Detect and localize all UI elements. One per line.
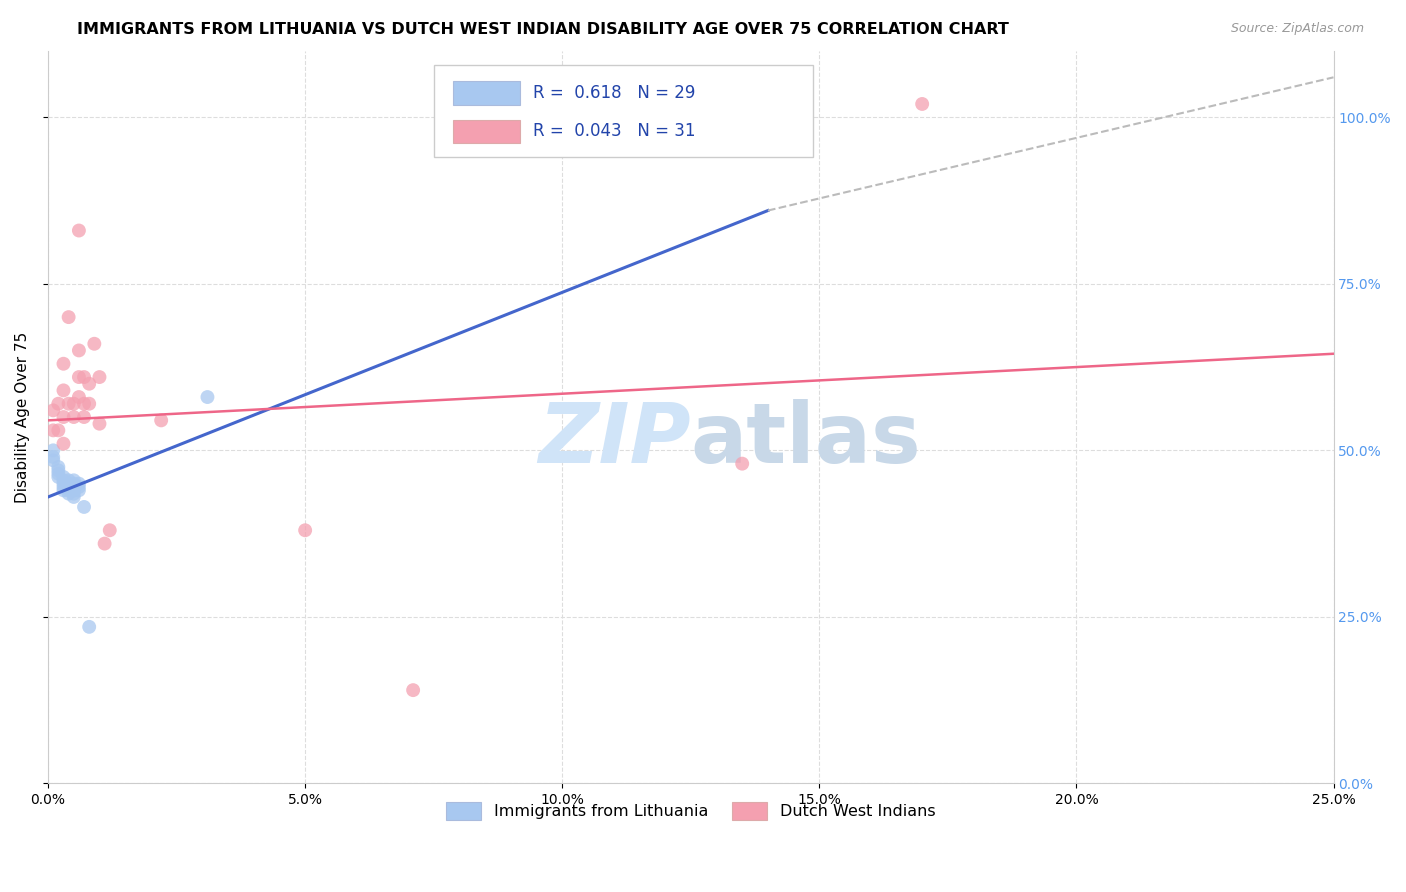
Point [89, 417, 111, 431]
Y-axis label: Disability Age Over 75: Disability Age Over 75 [15, 332, 30, 503]
Point [46, 470, 69, 484]
Point [62, 476, 84, 491]
Point [67, 390, 90, 404]
Point [67, 343, 90, 358]
Text: R =  0.043   N = 31: R = 0.043 N = 31 [533, 122, 695, 140]
Point [42, 450, 65, 464]
Text: atlas: atlas [690, 399, 921, 480]
FancyBboxPatch shape [453, 120, 520, 143]
Point [58, 486, 80, 500]
Point [83, 336, 105, 351]
Point [62, 480, 84, 494]
FancyBboxPatch shape [453, 81, 520, 105]
Point [52, 483, 75, 498]
Text: Source: ZipAtlas.com: Source: ZipAtlas.com [1230, 22, 1364, 36]
Point [67, 476, 90, 491]
Point [52, 470, 75, 484]
Point [52, 384, 75, 398]
Point [67, 223, 90, 237]
Point [58, 476, 80, 491]
Point [98, 523, 121, 537]
Point [93, 536, 115, 550]
Text: R =  0.618   N = 29: R = 0.618 N = 29 [533, 84, 695, 103]
Point [52, 476, 75, 491]
Point [52, 480, 75, 494]
Point [150, 413, 173, 427]
Point [67, 483, 90, 498]
Point [46, 463, 69, 477]
Point [42, 443, 65, 458]
Text: ZIP: ZIP [538, 399, 690, 480]
Point [67, 480, 90, 494]
Text: IMMIGRANTS FROM LITHUANIA VS DUTCH WEST INDIAN DISABILITY AGE OVER 75 CORRELATIO: IMMIGRANTS FROM LITHUANIA VS DUTCH WEST … [77, 22, 1010, 37]
Point [58, 310, 80, 325]
Point [62, 397, 84, 411]
Point [294, 523, 316, 537]
Point [46, 467, 69, 481]
Point [62, 410, 84, 425]
Point [58, 483, 80, 498]
Point [62, 473, 84, 487]
Point [52, 473, 75, 487]
Point [58, 473, 80, 487]
Point [402, 683, 425, 698]
Point [42, 453, 65, 467]
Point [62, 483, 84, 498]
Point [46, 460, 69, 475]
Point [52, 357, 75, 371]
Point [73, 410, 96, 425]
Point [52, 436, 75, 450]
Point [42, 403, 65, 417]
Point [58, 480, 80, 494]
Point [42, 423, 65, 437]
Point [731, 457, 754, 471]
Point [77, 376, 100, 391]
Point [62, 486, 84, 500]
Legend: Immigrants from Lithuania, Dutch West Indians: Immigrants from Lithuania, Dutch West In… [440, 796, 942, 827]
FancyBboxPatch shape [433, 65, 813, 157]
Point [62, 490, 84, 504]
Point [73, 397, 96, 411]
Point [67, 370, 90, 384]
Point [77, 397, 100, 411]
Point [89, 370, 111, 384]
Point [46, 423, 69, 437]
Point [73, 370, 96, 384]
Point [197, 390, 219, 404]
Point [52, 410, 75, 425]
Point [73, 500, 96, 514]
Point [77, 620, 100, 634]
Point [46, 397, 69, 411]
Point [58, 397, 80, 411]
Point [911, 97, 934, 112]
